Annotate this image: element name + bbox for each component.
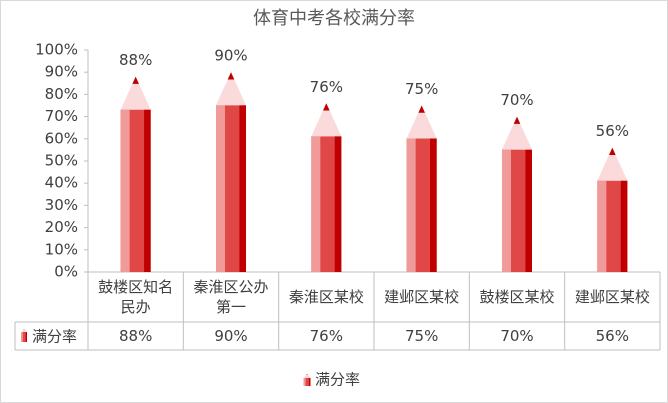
y-tick-label: 10% [45, 240, 78, 258]
pencil-shade [144, 109, 151, 272]
table-value: 76% [309, 327, 343, 345]
pencil-shade [308, 378, 311, 386]
x-tick-label: 鼓楼区某校 [479, 288, 555, 306]
pencil-highlight [303, 378, 306, 386]
pencil-tip [597, 147, 628, 181]
y-tick-label: 90% [45, 63, 78, 81]
bar [120, 76, 151, 272]
y-tick-label: 0% [54, 263, 78, 281]
pencil-shade [239, 105, 246, 272]
y-tick-label: 100% [35, 41, 78, 59]
pencil-lead [609, 147, 616, 155]
pencil-highlight [120, 109, 130, 272]
pencil-shade [430, 138, 437, 272]
data-label: 76% [310, 78, 343, 96]
y-tick-label: 80% [45, 85, 78, 103]
pencil-shade [620, 180, 628, 272]
pencil-body [303, 378, 311, 386]
pencil-body [21, 332, 27, 342]
y-tick-label: 30% [45, 196, 78, 214]
pencil-tip [502, 116, 532, 150]
data-label: 70% [500, 91, 533, 109]
pencil-tip [311, 103, 342, 137]
table-value: 88% [118, 327, 153, 345]
bar [502, 116, 532, 272]
pencil-tip [406, 105, 437, 139]
pencil-tip [120, 76, 151, 110]
x-tick-label: 鼓楼区知名民办 [98, 278, 174, 316]
table-row-header: 满分率 [32, 328, 77, 346]
bar [597, 147, 628, 272]
pencil-shade [525, 149, 532, 272]
table-value: 90% [214, 327, 248, 345]
pencil-lead [23, 329, 25, 330]
pencil-shade [25, 332, 27, 342]
data-label: 75% [405, 80, 438, 98]
bar [406, 105, 437, 272]
bar [311, 103, 342, 272]
pencil-highlight [216, 105, 225, 272]
pencil-highlight [311, 136, 321, 272]
chart-title: 体育中考各校满分率 [253, 8, 415, 29]
y-tick-label: 70% [45, 107, 78, 125]
x-tick-label: 建邺区某校 [384, 288, 460, 306]
pencil-tip [21, 329, 27, 332]
legend-label: 满分率 [315, 371, 360, 389]
table-value: 70% [500, 327, 534, 345]
pencil-highlight [597, 180, 607, 272]
pencil-highlight [21, 332, 23, 342]
data-label: 56% [596, 122, 629, 140]
x-tick-label: 建邺区某校 [574, 288, 650, 306]
bar [216, 72, 246, 272]
pencil-tip [216, 72, 246, 106]
data-label: 88% [119, 51, 152, 69]
x-tick-label: 秦淮区某校 [288, 288, 364, 306]
pencil-lead [513, 116, 521, 124]
y-tick-label: 40% [45, 174, 78, 192]
pencil-tip [303, 374, 311, 378]
pencil-lead [227, 72, 235, 80]
table-value: 56% [595, 327, 629, 345]
data-label: 90% [214, 47, 247, 65]
y-tick-label: 60% [45, 129, 78, 147]
y-tick-label: 50% [45, 152, 78, 170]
pencil-lead [323, 103, 330, 111]
pencil-lead [132, 76, 139, 84]
pencil-highlight [502, 149, 511, 272]
table-legend-key [21, 329, 27, 342]
x-tick-label: 秦淮区公办第一 [193, 278, 269, 316]
pencil-lead [306, 374, 308, 375]
y-tick-label: 20% [45, 218, 78, 236]
legend-key [303, 374, 311, 386]
pencil-shade [334, 136, 342, 272]
pencil-highlight [406, 138, 416, 272]
pencil-lead [418, 105, 425, 113]
table-value: 75% [404, 327, 439, 345]
